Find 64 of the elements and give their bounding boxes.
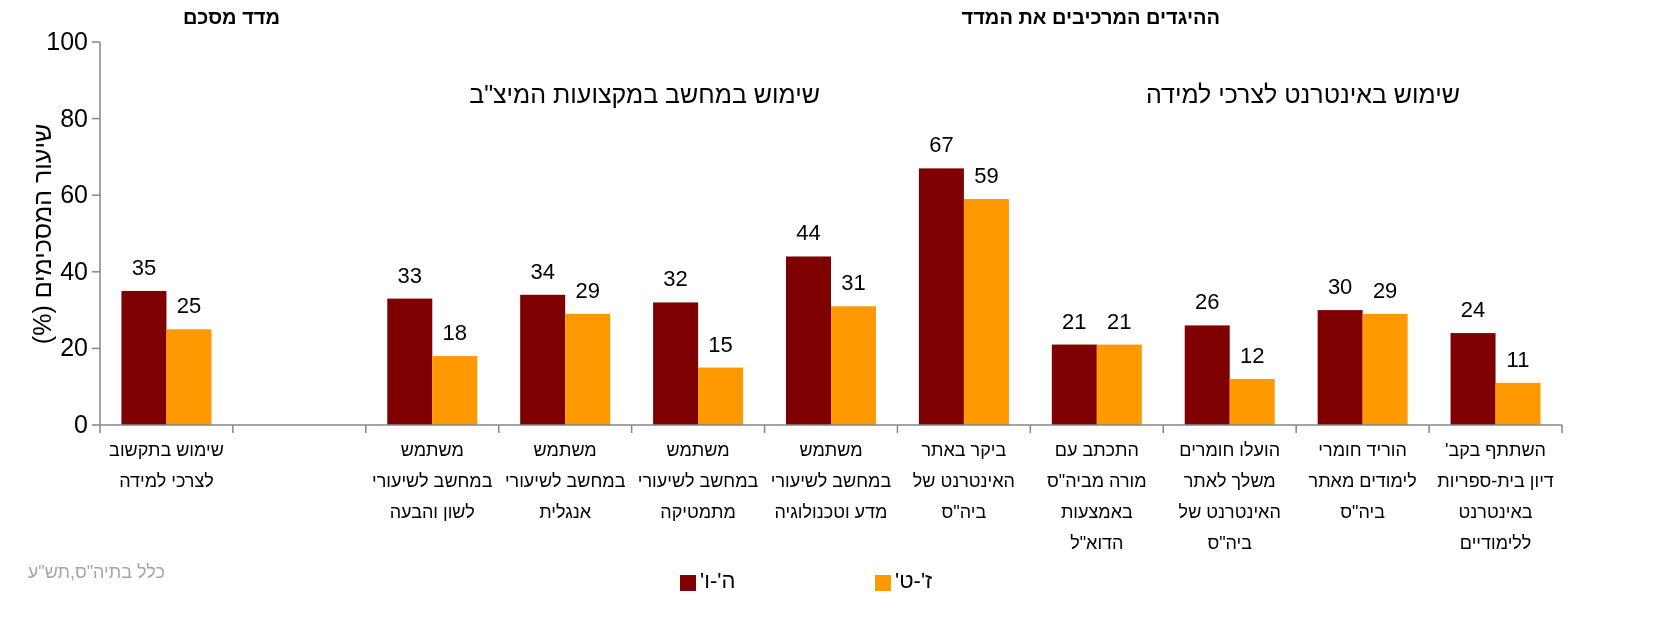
data-label: 44: [795, 220, 822, 247]
chart-title: ההיגדים המרכיבים את המדד: [960, 6, 1220, 29]
x-tick-label: הועלו חומרים משלך לאתר האינטרנט של ביה"ס: [1177, 439, 1282, 555]
data-label: 25: [175, 293, 203, 320]
bar: [918, 168, 964, 425]
y-tick-label: 0: [73, 410, 88, 439]
legend-label: ז'-ט': [895, 568, 933, 594]
bar: [831, 306, 876, 425]
bar: [1096, 344, 1142, 425]
y-tick-label: 20: [60, 333, 88, 362]
y-tick-label: 100: [45, 27, 88, 56]
data-label: 21: [1061, 308, 1088, 335]
x-tick-label: משתמש במחשב לשיעורי אנגלית: [504, 439, 626, 524]
data-label: 34: [529, 258, 556, 285]
bar: [1184, 325, 1230, 425]
chart-subtitle: מדד מסכם: [181, 6, 280, 29]
annotation: שימוש במחשב במקצועות המיצ"ב: [468, 80, 820, 109]
bar: [1229, 379, 1275, 425]
bar: [520, 294, 566, 425]
y-axis-title: שיעור המסכימים (%): [27, 123, 57, 344]
bar: [432, 356, 478, 425]
data-label: 21: [1106, 308, 1133, 335]
x-tick-label: התכתב עם מורה מביה"ס באמצעות הדוא"ל: [1046, 439, 1148, 555]
data-label: 15: [707, 331, 734, 358]
data-label: 35: [130, 254, 158, 281]
data-label: 31: [840, 270, 867, 297]
bar: [121, 290, 167, 425]
y-tick-label: 60: [60, 180, 88, 209]
data-label: 33: [396, 262, 423, 289]
data-label: 11: [1505, 346, 1531, 373]
data-label: 32: [662, 266, 689, 293]
bar: [565, 313, 611, 425]
x-tick-label: שימוש בתקשוב לצרכי למידה: [108, 439, 225, 493]
bar: [1362, 313, 1408, 425]
text: כלל בתיה"ס,תש"ע: [26, 562, 165, 583]
data-label: 30: [1326, 274, 1354, 301]
bar: [698, 367, 744, 425]
data-label: 24: [1459, 297, 1487, 324]
data-label: 29: [574, 277, 601, 304]
data-label: 59: [973, 163, 1000, 190]
x-tick-label: השתתף בקב' דיון בית-ספריות באינטרנט ללימודיים: [1436, 439, 1555, 555]
data-label: 12: [1238, 343, 1266, 370]
data-label: 29: [1371, 277, 1399, 304]
bar: [1495, 382, 1541, 425]
x-tick-label: ביקר באתר האינטרנט של ביה"ס: [911, 439, 1016, 524]
bar: [1317, 310, 1363, 425]
bar: [387, 298, 433, 425]
x-tick-label: הוריד חומרי לימודים מאתר ביה"ס: [1307, 439, 1418, 524]
bar: [166, 329, 212, 425]
bar: [786, 256, 831, 425]
bar: [1450, 333, 1496, 425]
bar: [1051, 344, 1097, 425]
data-label: 26: [1193, 289, 1221, 316]
bar: [653, 302, 699, 425]
x-tick-label: משתמש במחשב לשיעורי לשון והבעה: [371, 439, 493, 524]
bar: [963, 199, 1009, 425]
data-label: 18: [441, 320, 468, 347]
annotation: שימוש באינטרנט לצרכי למידה: [1144, 80, 1460, 109]
data-label: 67: [928, 132, 955, 159]
legend-label: ה'-ו': [700, 568, 736, 594]
y-tick-label: 80: [60, 103, 88, 132]
x-tick-label: משתמש במחשב לשיעורי מדע וטכנולוגיה: [770, 439, 892, 524]
y-tick-label: 40: [60, 256, 88, 285]
x-tick-label: משתמש במחשב לשיעורי מתמטיקה: [637, 439, 759, 524]
